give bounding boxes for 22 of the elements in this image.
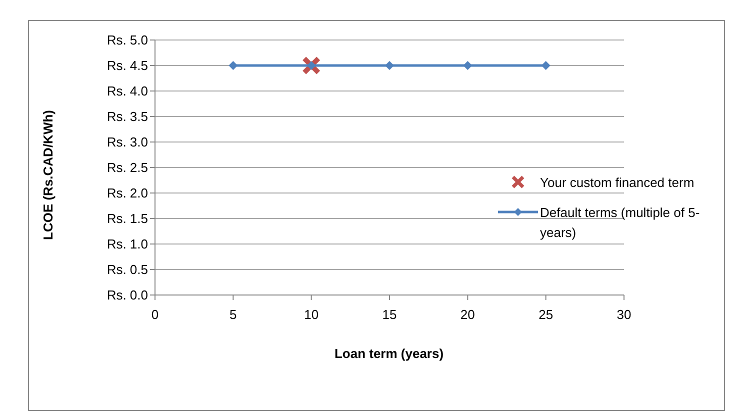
x-tick-label: 20 — [460, 307, 475, 322]
y-tick-label: Rs. 1.0 — [106, 236, 148, 252]
y-tick-label: Rs. 4.5 — [106, 58, 148, 74]
x-tick-label: 30 — [616, 307, 632, 322]
x-tick-label: 10 — [304, 307, 319, 322]
y-tick-label: Rs. 2.5 — [106, 160, 148, 176]
y-tick-label: Rs. 5.0 — [106, 32, 148, 48]
y-tick-label: Rs. 2.0 — [106, 186, 148, 201]
y-tick-label: Rs. 4.0 — [106, 84, 148, 99]
y-tick-label: Rs. 0.0 — [106, 288, 148, 303]
x-tick-label: 15 — [382, 307, 397, 322]
x-tick-label: 0 — [151, 307, 159, 322]
x-tick-label: 25 — [538, 307, 554, 322]
y-tick-label: Rs. 3.0 — [106, 134, 148, 150]
x-tick-label: 5 — [230, 307, 237, 322]
legend-label: Your custom financed term — [540, 174, 696, 192]
y-tick-label: Rs. 1.5 — [106, 211, 148, 226]
legend-label: Default terms (multiple of 5-years) — [540, 204, 701, 242]
x-axis-title: Loan term (years) — [334, 346, 444, 361]
y-tick-label: Rs. 0.5 — [106, 262, 148, 278]
y-tick-label: Rs. 3.5 — [106, 109, 148, 124]
y-axis-title: LCOE (Rs.CAD/KWh) — [40, 110, 56, 240]
